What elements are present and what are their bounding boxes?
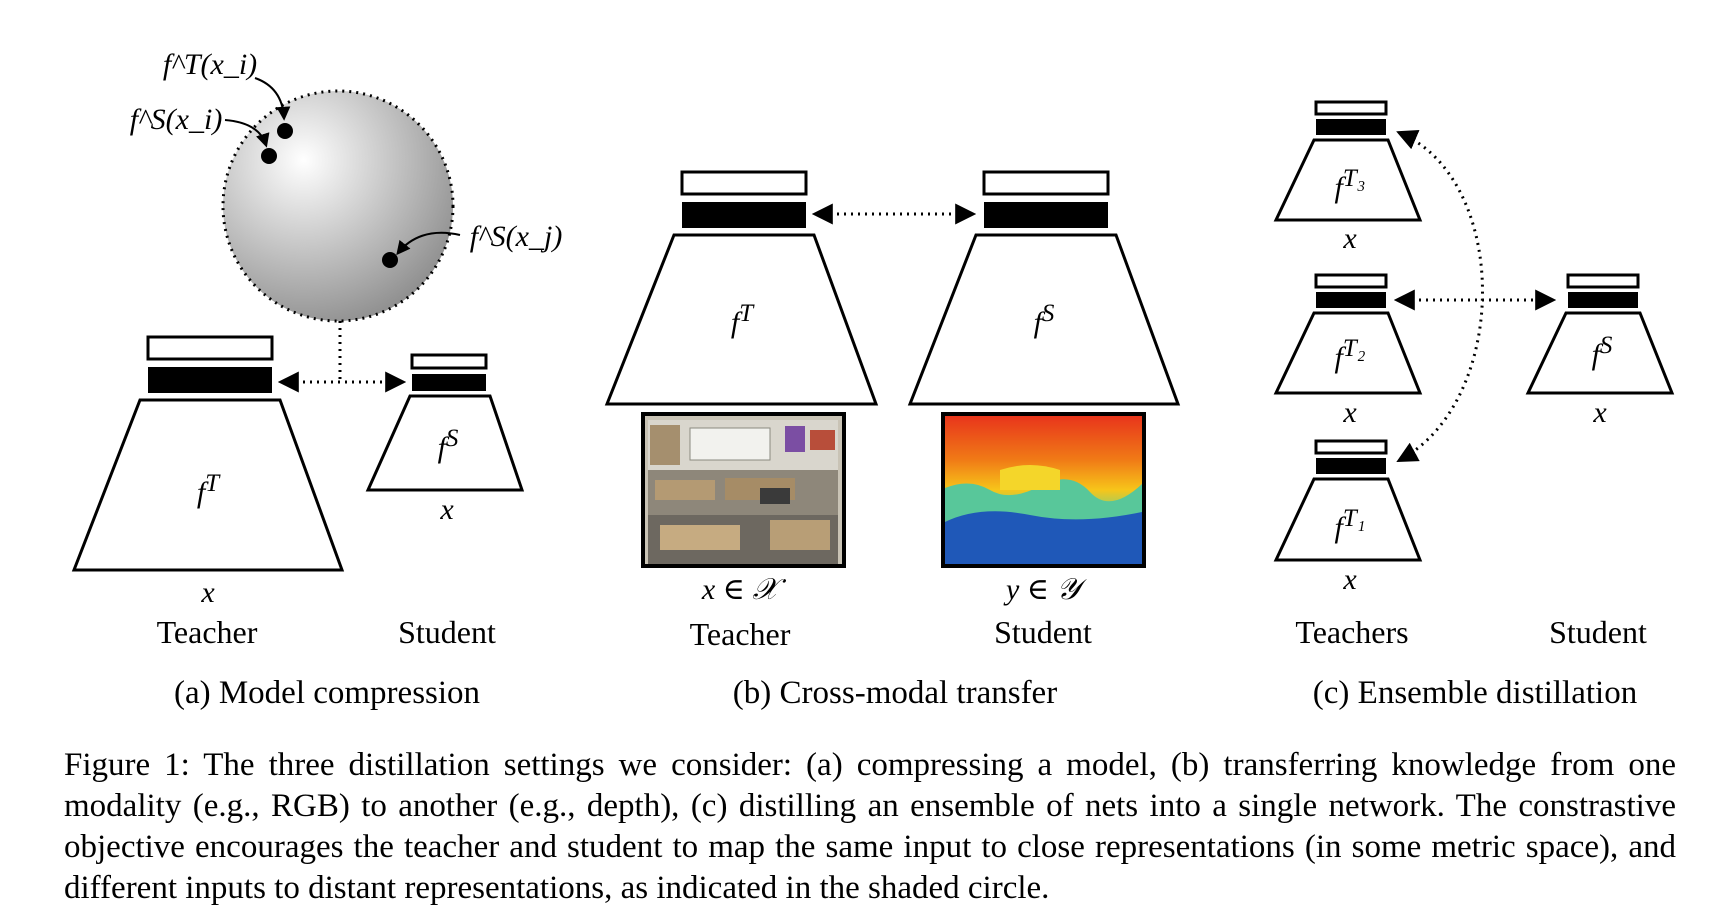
teacher-t1-network — [1273, 477, 1423, 562]
student-embed-bar — [412, 374, 486, 391]
label-teacher-point-i: f^T(x_i) — [163, 48, 257, 82]
teacher-a-input: x — [201, 576, 215, 609]
label-teacher-point-i-text: f^T(x_i) — [162, 48, 258, 81]
student-a-label: Student — [398, 614, 496, 650]
student-a-function: fS — [437, 425, 459, 464]
student-output-box — [982, 170, 1110, 196]
teacher-a-function-sup: T — [205, 470, 220, 497]
teacher-t2-function-sup: T₂ — [1342, 335, 1366, 362]
student-c-function: fS — [1591, 332, 1613, 371]
teacher-t2-input: x — [1343, 396, 1357, 429]
student-output-box — [1566, 273, 1640, 289]
student-a-input: x — [440, 493, 454, 526]
teacher-a-function: fT — [196, 470, 220, 509]
student-network — [907, 233, 1181, 406]
pointer-teacher-i — [254, 77, 291, 121]
teacher-network — [604, 233, 879, 406]
figure-caption: Figure 1: The three distillation setting… — [64, 747, 1676, 906]
teacher-t2-network — [1273, 311, 1423, 395]
student-a-function-sup: S — [445, 425, 459, 452]
teacher-t1-output-box — [1314, 439, 1388, 455]
student-c-function-sup: S — [1599, 332, 1613, 359]
rgb-image — [641, 412, 846, 568]
teacher-t3-output-box — [1314, 100, 1388, 116]
embedding-sphere — [221, 89, 455, 323]
depth-image — [941, 412, 1146, 568]
point-student-j — [382, 252, 398, 268]
teacher-b-label: Teacher — [689, 616, 791, 652]
teacher-a-label: Teacher — [156, 614, 258, 650]
student-b-function: fS — [1033, 300, 1055, 339]
student-output-box — [410, 353, 488, 370]
teacher-b-function-sup: T — [739, 300, 754, 327]
teachers-c-label: Teachers — [1295, 614, 1409, 650]
label-student-point-i: f^S(x_i) — [130, 103, 223, 137]
pointer-student-i — [224, 119, 270, 148]
teacher-b-function: fT — [730, 300, 754, 339]
teacher-b-input: x ∈ 𝒳 — [701, 573, 779, 606]
student-embed-bar — [984, 202, 1108, 228]
teacher-t1-function: fT₁ — [1334, 505, 1366, 544]
teacher-embed-bar — [148, 367, 272, 393]
teacher-t1-function-sup: T₁ — [1342, 505, 1366, 532]
teacher-t3-embed-bar — [1316, 119, 1386, 135]
panel-c-caption: (c) Ensemble distillation — [1312, 675, 1638, 711]
panel-a-caption: (a) Model compression — [173, 675, 481, 711]
label-student-point-j: f^S(x_j) — [470, 220, 563, 254]
teacher-output-box — [680, 170, 808, 196]
point-teacher-i — [277, 123, 293, 139]
panel-c — [1273, 100, 1675, 562]
panel-b-caption: (b) Cross-modal transfer — [732, 675, 1058, 711]
teacher-output-box — [146, 335, 274, 361]
teacher-t2-function: fT₂ — [1334, 335, 1366, 374]
student-embed-bar — [1568, 292, 1638, 308]
pointer-student-j — [396, 231, 461, 256]
panel-b — [604, 170, 1181, 568]
teacher-t3-function: fT₃ — [1334, 165, 1366, 204]
teacher-t2-output-box — [1314, 273, 1388, 289]
teacher-t3-network — [1273, 138, 1423, 222]
label-student-point-i-text: f^S(x_i) — [129, 103, 223, 136]
student-c-label: Student — [1549, 614, 1647, 650]
student-b-label: Student — [994, 614, 1092, 650]
teacher-network — [71, 398, 345, 572]
teacher-t1-embed-bar — [1316, 458, 1386, 474]
teacher-t1-input: x — [1343, 563, 1357, 596]
student-c-input: x — [1593, 396, 1607, 429]
teacher-t3-input: x — [1343, 222, 1357, 255]
ensemble-arc-arrow — [1396, 129, 1484, 463]
teacher-embed-bar — [682, 202, 806, 228]
panel-a — [71, 77, 525, 572]
student-network — [1525, 311, 1675, 395]
point-student-i — [261, 148, 277, 164]
student-b-function-sup: S — [1041, 300, 1055, 327]
teacher-t2-embed-bar — [1316, 292, 1386, 308]
label-student-point-j-text: f^S(x_j) — [469, 220, 563, 253]
student-b-input: y ∈ 𝒴 — [1005, 573, 1081, 606]
teacher-t3-function-sup: T₃ — [1342, 165, 1366, 192]
student-network — [365, 394, 525, 492]
